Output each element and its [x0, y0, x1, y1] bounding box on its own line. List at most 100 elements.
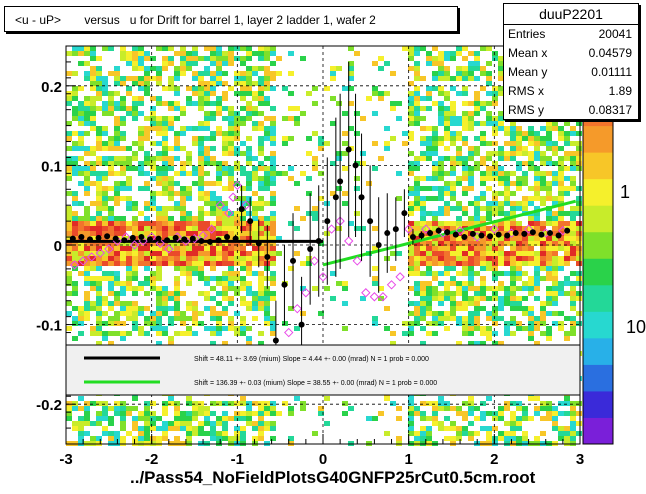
heat-cell — [66, 241, 72, 246]
heat-cell — [534, 316, 540, 321]
heat-cell — [456, 146, 462, 151]
heat-cell — [240, 431, 246, 436]
heat-cell — [192, 51, 198, 56]
heat-cell — [408, 416, 414, 421]
heat-cell — [372, 141, 378, 146]
heat-cell — [528, 126, 534, 131]
heat-cell — [534, 166, 540, 171]
heat-cell — [156, 291, 162, 296]
heat-cell — [552, 146, 558, 151]
heat-cell — [498, 176, 504, 181]
heat-cell — [102, 236, 108, 241]
heat-cell — [252, 241, 258, 246]
heat-cell — [432, 146, 438, 151]
heat-cell — [408, 51, 414, 56]
heat-cell — [456, 251, 462, 256]
heat-cell — [240, 436, 246, 441]
heat-cell — [144, 156, 150, 161]
heat-cell — [438, 176, 444, 181]
heat-cell — [216, 211, 222, 216]
heat-cell — [486, 286, 492, 291]
heat-cell — [348, 76, 354, 81]
heat-cell — [420, 106, 426, 111]
heat-cell — [192, 316, 198, 321]
heat-cell — [138, 286, 144, 291]
heat-cell — [438, 141, 444, 146]
heat-cell — [126, 306, 132, 311]
heat-cell — [222, 216, 228, 221]
heat-cell — [558, 131, 564, 136]
heat-cell — [486, 61, 492, 66]
heat-cell — [492, 51, 498, 56]
heat-cell — [96, 56, 102, 61]
heat-cell — [126, 311, 132, 316]
heat-cell — [156, 221, 162, 226]
heat-cell — [180, 216, 186, 221]
heat-cell — [498, 206, 504, 211]
heat-cell — [210, 246, 216, 251]
heat-cell — [216, 251, 222, 256]
heat-cell — [528, 256, 534, 261]
heat-cell — [486, 141, 492, 146]
diamond-marker — [292, 303, 303, 314]
heat-cell — [540, 306, 546, 311]
heat-cell — [270, 61, 276, 66]
heat-cell — [426, 106, 432, 111]
heat-cell — [354, 51, 360, 56]
heat-cell — [162, 261, 168, 266]
heat-cell — [216, 261, 222, 266]
heat-cell — [396, 101, 402, 106]
heat-cell — [516, 241, 522, 246]
diamond-marker — [395, 272, 405, 282]
heat-cell — [510, 431, 516, 436]
heat-cell — [192, 76, 198, 81]
heat-cell — [450, 221, 456, 226]
heat-cell — [492, 316, 498, 321]
heat-cell — [72, 406, 78, 411]
heat-cell — [102, 251, 108, 256]
heat-cell — [96, 216, 102, 221]
heat-cell — [198, 136, 204, 141]
heat-cell — [108, 241, 114, 246]
heat-cell — [156, 341, 162, 346]
heat-cell — [84, 241, 90, 246]
heat-cell — [120, 336, 126, 341]
heat-cell — [180, 71, 186, 76]
heat-cell — [120, 76, 126, 81]
heat-cell — [138, 426, 144, 431]
heat-cell — [498, 56, 504, 61]
heat-cell — [504, 401, 510, 406]
heat-cell — [312, 86, 318, 91]
heat-cell — [96, 136, 102, 141]
heat-cell — [192, 46, 198, 51]
heat-cell — [480, 256, 486, 261]
heat-cell — [510, 286, 516, 291]
heat-cell — [444, 121, 450, 126]
heat-cell — [156, 191, 162, 196]
heat-cell — [534, 146, 540, 151]
heat-cell — [102, 111, 108, 116]
heat-cell — [408, 421, 414, 426]
heat-cell — [402, 46, 408, 51]
heat-cell — [138, 211, 144, 216]
heat-cell — [210, 241, 216, 246]
heat-cell — [228, 111, 234, 116]
heat-cell — [456, 136, 462, 141]
heat-cell — [492, 96, 498, 101]
heat-cell — [522, 261, 528, 266]
heat-cell — [558, 206, 564, 211]
heat-cell — [456, 176, 462, 181]
heat-cell — [510, 221, 516, 226]
heat-cell — [66, 146, 72, 151]
heat-cell — [180, 411, 186, 416]
heat-cell — [474, 106, 480, 111]
diamond-marker — [309, 256, 320, 266]
profile-point — [290, 257, 297, 264]
heat-cell — [114, 191, 120, 196]
heat-cell — [108, 71, 114, 76]
heat-cell — [480, 121, 486, 126]
heat-cell — [288, 411, 294, 416]
heat-cell — [510, 291, 516, 296]
heat-cell — [132, 166, 138, 171]
heat-cell — [570, 206, 576, 211]
